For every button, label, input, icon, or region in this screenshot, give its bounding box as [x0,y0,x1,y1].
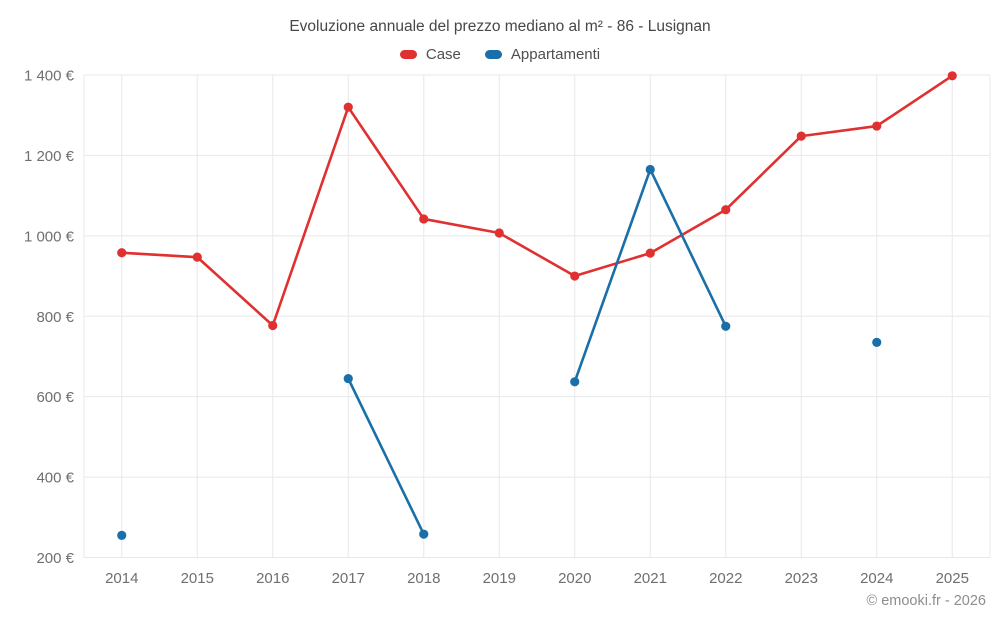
point-appartamenti-2024[interactable] [872,337,882,347]
x-tick-label-2017: 2017 [332,570,365,587]
x-tick-label-2016: 2016 [256,570,289,587]
chart-legend: Case Appartamenti [0,46,1000,63]
y-tick-label: 1 200 € [24,148,75,165]
x-tick-label-2019: 2019 [483,570,516,587]
point-case-2023[interactable] [796,131,806,141]
x-tick-label-2020: 2020 [558,570,591,587]
point-case-2018[interactable] [419,214,429,224]
point-appartamenti-2014[interactable] [117,530,127,540]
x-tick-label-2018: 2018 [407,570,440,587]
point-case-2016[interactable] [268,320,278,331]
point-case-2020[interactable] [570,271,580,281]
legend-swatch-case [399,50,417,59]
point-case-2021[interactable] [645,248,655,258]
x-tick-label-2014: 2014 [105,570,138,587]
x-tick-label-2023: 2023 [785,570,818,587]
series-line-case [120,74,954,327]
y-tick-label: 400 € [36,470,74,487]
y-axis-labels: 200 € 400 € 600 € 800 € 1 000 € 1 200 € 1 400 … [24,68,75,568]
point-case-2025[interactable] [947,71,957,81]
legend-swatch-appartamenti [484,50,502,59]
point-case-2017[interactable] [343,102,353,112]
point-case-2024[interactable] [872,121,882,131]
y-tick-label: 1 400 € [24,68,75,85]
point-appartamenti-2017[interactable] [343,373,353,384]
y-tick-label: 600 € [36,389,74,406]
point-case-2022[interactable] [721,205,731,215]
point-case-2014[interactable] [117,248,127,258]
point-case-2015[interactable] [192,252,202,262]
chart-title: Evoluzione annuale del prezzo mediano al… [289,18,711,35]
x-tick-label-2025: 2025 [936,570,969,587]
x-tick-label-2021: 2021 [634,570,667,587]
y-tick-label: 1 000 € [24,228,75,245]
point-appartamenti-2018[interactable] [419,529,429,539]
attribution-text: © emooki.fr - 2026 [866,593,986,609]
point-appartamenti-2020[interactable] [570,377,580,387]
series-appartamenti [117,164,882,540]
legend-label-case: Case [425,46,461,63]
y-tick-label: 200 € [36,550,74,567]
legend-item-appartamenti[interactable]: Appartamenti [484,46,601,63]
y-tick-label: 800 € [36,309,74,326]
gridlines [83,74,991,558]
x-axis-labels: 2014 2015 2016 2017 2018 2019 2020 2021 2022 2023… [105,570,969,587]
legend-label-appartamenti: Appartamenti [510,46,601,63]
x-tick-label-2022: 2022 [709,570,742,587]
series-line-appartamenti [346,377,426,536]
point-appartamenti-2021[interactable] [645,164,655,175]
series-case [117,71,957,331]
x-tick-label-2015: 2015 [181,570,214,587]
point-case-2019[interactable] [494,228,504,238]
x-tick-label-2024: 2024 [860,570,893,587]
legend-item-case[interactable]: Case [399,46,461,63]
point-appartamenti-2022[interactable] [721,321,731,331]
